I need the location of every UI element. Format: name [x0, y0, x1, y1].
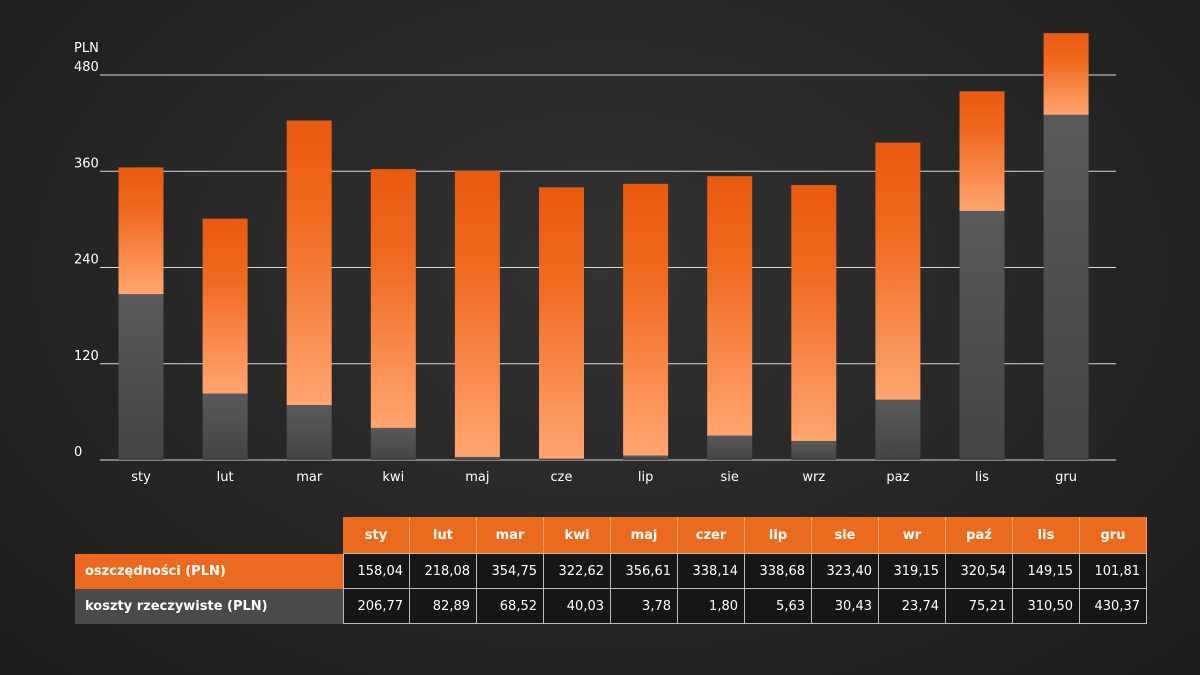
- row-label: koszty rzeczywiste (PLN): [75, 588, 343, 624]
- table-cell: 356,61: [610, 553, 678, 589]
- bar-savings-sie: [707, 176, 753, 436]
- bar-savings-gru: [1043, 33, 1089, 115]
- bar-costs-lis: [959, 210, 1005, 460]
- table-row-costs: koszty rzeczywiste (PLN) 206,77 82,89 68,52…: [75, 588, 1147, 624]
- column-header: gru: [1079, 517, 1147, 554]
- column-header: czer: [677, 517, 745, 554]
- bar-costs-lip: [623, 455, 669, 460]
- table-cell: 323,40: [811, 553, 879, 589]
- table-cell: 338,14: [677, 553, 745, 589]
- column-header: lut: [409, 517, 477, 554]
- bar-savings-wrz: [791, 184, 837, 441]
- table-cell: 218,08: [409, 553, 477, 589]
- column-header: mar: [476, 517, 544, 554]
- bar-costs-lut: [202, 393, 248, 460]
- table-cell: 320,54: [945, 553, 1013, 589]
- bar-savings-lut: [202, 218, 248, 394]
- bar-costs-mar: [286, 405, 332, 460]
- x-tick-label: lut: [217, 470, 234, 485]
- bar-costs-wrz: [791, 440, 837, 460]
- x-tick-label: mar: [296, 470, 323, 485]
- bar-savings-sty: [118, 167, 164, 295]
- table-cell: 206,77: [342, 588, 410, 624]
- column-header: kwi: [543, 517, 611, 554]
- x-tick-label: cze: [551, 470, 573, 485]
- table-cell: 430,37: [1079, 588, 1147, 624]
- table-cell: 1,80: [677, 588, 745, 624]
- bar-savings-mar: [286, 120, 332, 406]
- x-tick-label: lip: [638, 470, 653, 485]
- table-cell: 75,21: [945, 588, 1013, 624]
- bar-savings-maj: [454, 170, 500, 457]
- bar-savings-lip: [623, 183, 669, 456]
- y-tick-label: 0: [74, 445, 82, 460]
- bar-savings-paz: [875, 142, 921, 400]
- data-table: sty lut mar kwi maj czer lip sie wr paź lis gru osz…: [75, 517, 1147, 624]
- bar-costs-gru: [1043, 114, 1089, 460]
- table-cell: 149,15: [1012, 553, 1080, 589]
- table-cell: 68,52: [476, 588, 544, 624]
- y-tick-label: 360: [74, 156, 99, 171]
- y-axis-label: PLN: [74, 41, 99, 56]
- x-tick-label: maj: [465, 470, 489, 485]
- table-cell: 30,43: [811, 588, 879, 624]
- bar-costs-kwi: [370, 427, 416, 460]
- table-cell: 3,78: [610, 588, 678, 624]
- stacked-bar-chart: PLN 0 120 240 360 480 sty lut mar kwi maj cze lip s…: [74, 33, 1116, 485]
- table-cell: 23,74: [878, 588, 946, 624]
- y-tick-label: 480: [74, 60, 99, 75]
- y-tick-label: 240: [74, 253, 99, 268]
- column-header: paź: [945, 517, 1013, 554]
- column-header: sie: [811, 517, 879, 554]
- x-tick-label: sie: [721, 470, 739, 485]
- bar-costs-maj: [454, 456, 500, 460]
- column-header: sty: [343, 517, 410, 554]
- table-cell: 319,15: [878, 553, 946, 589]
- table-cell: 354,75: [476, 553, 544, 589]
- bar-costs-sty: [118, 294, 164, 460]
- x-tick-label: lis: [975, 470, 989, 485]
- column-header: lis: [1012, 517, 1080, 554]
- column-header: maj: [610, 517, 678, 554]
- table-cell: 101,81: [1079, 553, 1147, 589]
- table-header-row: sty lut mar kwi maj czer lip sie wr paź lis gru: [75, 517, 1147, 554]
- bar-costs-cze: [539, 458, 584, 460]
- bar-savings-lis: [959, 91, 1005, 211]
- table-cell: 338,68: [744, 553, 812, 589]
- table-row-savings: oszczędności (PLN) 158,04 218,08 354,75 322,…: [75, 553, 1147, 589]
- bar-savings-cze: [539, 187, 584, 459]
- table-cell: 310,50: [1012, 588, 1080, 624]
- table-cell: 322,62: [543, 553, 611, 589]
- table-cell: 5,63: [744, 588, 812, 624]
- x-tick-label: sty: [131, 470, 151, 485]
- column-header: wr: [878, 517, 946, 554]
- x-tick-label: wrz: [802, 470, 825, 485]
- x-tick-label: kwi: [382, 470, 404, 485]
- bar-costs-sie: [707, 435, 753, 460]
- column-header: lip: [744, 517, 812, 554]
- x-tick-label: paz: [886, 470, 909, 485]
- x-tick-label: gru: [1055, 470, 1077, 485]
- row-label: oszczędności (PLN): [75, 553, 343, 589]
- bar-savings-kwi: [370, 169, 416, 428]
- table-cell: 158,04: [342, 553, 410, 589]
- table-cell: 40,03: [543, 588, 611, 624]
- table-cell: 82,89: [409, 588, 477, 624]
- bar-costs-paz: [875, 399, 921, 460]
- y-tick-label: 120: [74, 349, 99, 364]
